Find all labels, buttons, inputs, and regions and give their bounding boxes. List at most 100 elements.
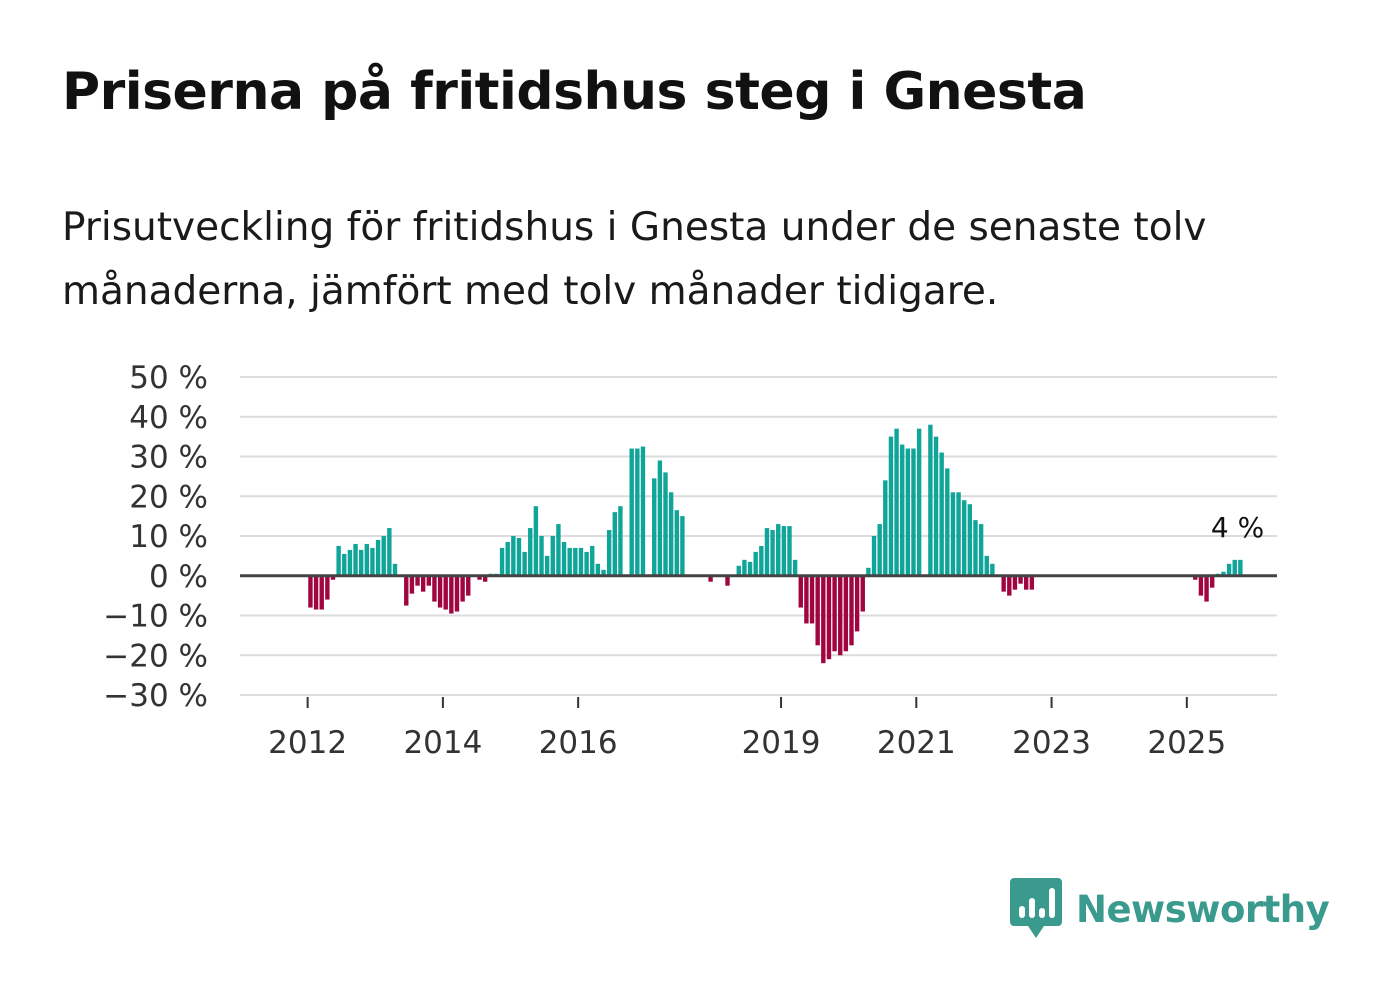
bar	[708, 575, 713, 582]
bar	[877, 524, 882, 576]
bar	[1001, 575, 1006, 592]
bar	[573, 547, 578, 576]
bar	[753, 551, 758, 576]
bar	[990, 563, 995, 576]
bar	[916, 428, 922, 576]
bar	[821, 575, 826, 664]
bar	[454, 575, 460, 612]
y-tick-label: 30 %	[129, 440, 208, 476]
y-tick-label: −10 %	[103, 599, 208, 635]
x-tick-label: 2021	[877, 725, 956, 761]
bar	[544, 555, 550, 576]
bar	[533, 506, 539, 576]
bar	[764, 528, 770, 576]
bar	[843, 575, 849, 652]
y-tick-label: 40 %	[129, 400, 208, 436]
bar	[516, 537, 522, 576]
bar	[950, 492, 956, 576]
bar	[860, 575, 865, 612]
bar	[561, 541, 567, 576]
bar	[652, 478, 657, 576]
bar	[539, 536, 544, 576]
bar	[578, 547, 584, 576]
bar	[883, 480, 888, 576]
newsworthy-logo-icon	[1010, 878, 1062, 938]
bar	[556, 524, 561, 576]
bar	[1198, 575, 1204, 596]
bar	[759, 545, 764, 576]
bar	[443, 575, 448, 610]
bar	[1232, 559, 1237, 576]
bar	[956, 492, 961, 576]
bar	[663, 472, 668, 576]
bar	[364, 543, 370, 576]
bar	[973, 520, 978, 576]
x-tick-label: 2019	[742, 725, 821, 761]
bar	[482, 575, 488, 582]
bar	[787, 526, 792, 576]
bar	[511, 536, 516, 576]
bar	[674, 510, 679, 576]
bar	[1238, 559, 1243, 576]
bar	[612, 512, 617, 576]
bar	[606, 530, 612, 576]
bar	[1012, 575, 1018, 590]
bar	[849, 575, 854, 646]
bar	[1193, 575, 1198, 580]
bar	[866, 567, 871, 576]
bar	[528, 528, 533, 576]
bar	[392, 563, 398, 576]
x-tick-label: 2012	[268, 725, 347, 761]
bar	[381, 536, 386, 576]
last-value-annotation: 4 %	[1211, 511, 1264, 544]
bar	[342, 553, 347, 576]
chart-subtitle: Prisutveckling för fritidshus i Gnesta u…	[62, 205, 1207, 314]
bar	[888, 436, 894, 576]
chart-title: Priserna på fritidshus steg i Gnesta	[62, 62, 1087, 122]
bar	[522, 551, 527, 576]
bar	[640, 446, 646, 576]
bar	[736, 565, 741, 576]
bar	[499, 547, 505, 576]
bar	[420, 575, 426, 592]
bar	[466, 575, 471, 596]
bar	[358, 549, 364, 576]
bar	[347, 549, 353, 576]
bar	[618, 506, 623, 576]
bar	[770, 530, 775, 576]
bar	[838, 575, 843, 656]
y-axis-labels: 50 % 40 % 30 %20 % 10 % 0 % −10 %−20 % −30 %	[103, 360, 208, 714]
y-tick-label: 50 %	[129, 360, 208, 396]
bar	[928, 424, 933, 576]
bar	[590, 545, 595, 576]
bar	[776, 524, 781, 576]
bar-series	[308, 424, 1243, 664]
bar	[1018, 575, 1023, 584]
bar	[962, 500, 967, 576]
bar	[747, 561, 753, 576]
bar	[595, 563, 601, 576]
bar	[905, 448, 911, 576]
bar	[680, 516, 685, 576]
bar	[409, 575, 415, 594]
bar	[1221, 571, 1226, 576]
bar	[933, 436, 939, 576]
bar	[945, 468, 950, 576]
bar	[815, 575, 820, 646]
y-tick-label: −30 %	[103, 678, 208, 714]
bar	[1209, 575, 1215, 588]
bar	[404, 575, 409, 606]
newsworthy-logo-text: Newsworthy	[1076, 887, 1330, 931]
bar	[978, 524, 984, 576]
bar	[601, 569, 606, 576]
bar	[567, 547, 572, 576]
bar	[725, 575, 730, 586]
bar	[792, 559, 798, 576]
bar	[370, 547, 375, 576]
bar	[432, 575, 437, 602]
bar	[426, 575, 431, 586]
bar	[477, 575, 482, 580]
bar	[832, 575, 837, 652]
bar	[826, 575, 832, 660]
bar	[635, 448, 640, 576]
